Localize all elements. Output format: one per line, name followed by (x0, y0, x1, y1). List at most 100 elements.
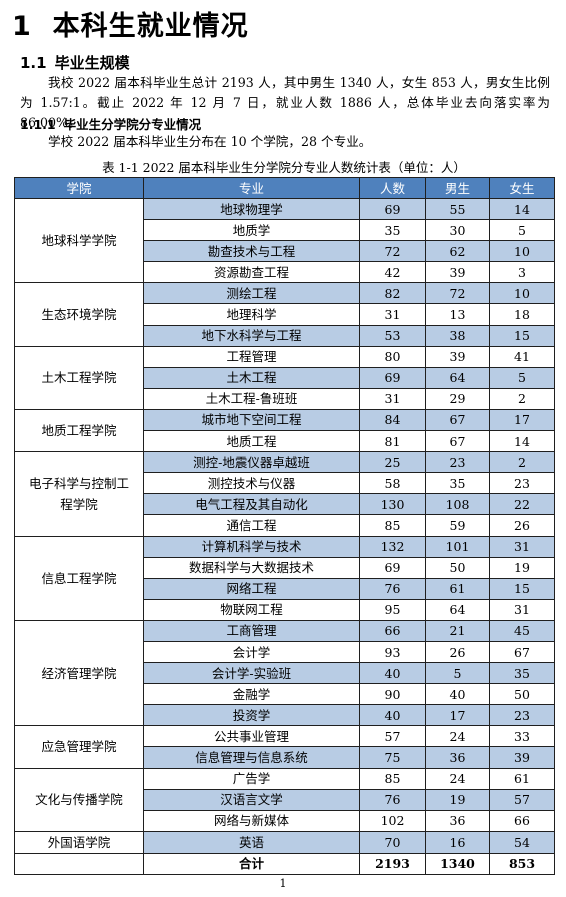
major-cell: 地质工程 (143, 430, 360, 453)
college-cell: 应急管理学院 (14, 725, 144, 769)
female-cell: 18 (489, 303, 555, 326)
male-cell: 24 (425, 767, 490, 790)
female-cell: 15 (489, 577, 555, 600)
table-row: 经济管理学院 工商管理 66 21 45 (14, 619, 555, 727)
female-cell: 33 (489, 725, 555, 748)
table-row: 通信工程 85 59 26 (15, 514, 555, 537)
female-cell: 14 (489, 430, 555, 453)
table-caption: 表 1-1 2022 届本科毕业生分学院分专业人数统计表（单位：人） (102, 160, 466, 175)
female-cell: 2 (489, 387, 555, 410)
female-cell: 57 (489, 788, 555, 811)
subsection-number: 1.1.1 (20, 117, 56, 132)
heading-number: 1 (12, 11, 32, 42)
college-name: 外国语学院 (47, 834, 111, 850)
total-cell: 84 (359, 408, 426, 432)
college-name: 信息工程学院 (41, 570, 117, 586)
table-row: 电气工程及其自动化 130 108 22 (15, 493, 555, 516)
college-cell: 外国语学院 (14, 830, 144, 854)
table-row: 地下水科学与工程 53 38 15 (15, 324, 555, 347)
table-row: 信息工程学院 计算机科学与技术 132 101 31 (14, 535, 555, 621)
college-name: 文化与传播学院 (35, 792, 123, 808)
male-cell: 36 (425, 746, 490, 769)
table-row: 土木工程-鲁班班 31 29 2 (15, 387, 555, 410)
male-cell: 21 (425, 619, 490, 642)
male-cell: 39 (425, 261, 490, 284)
table-row: 信息管理与信息系统 75 36 39 (15, 746, 555, 769)
female-cell: 50 (489, 683, 555, 706)
female-cell: 39 (489, 746, 555, 769)
college-cell: 电子科学与控制工程学院 (14, 451, 144, 537)
header-total: 人数 (359, 177, 426, 199)
table-row: 汉语言文学 76 19 57 (15, 788, 555, 811)
female-cell: 5 (489, 366, 555, 389)
college-name: 电子科学与控制工程学院 (28, 475, 129, 512)
female-cell: 19 (489, 556, 555, 579)
major-cell: 土木工程-鲁班班 (143, 387, 360, 410)
male-cell: 5 (425, 662, 490, 685)
total-cell: 25 (359, 451, 426, 474)
table-row: 物联网工程 95 64 31 (15, 598, 555, 621)
college-name: 经济管理学院 (41, 665, 117, 681)
total-cell: 93 (359, 640, 426, 664)
header-female: 女生 (489, 177, 555, 199)
male-cell: 64 (425, 598, 490, 621)
male-cell: 30 (425, 219, 490, 242)
male-cell: 39 (425, 345, 490, 368)
table-body: 地球科学学院 地球物理学 69 55 14 地质学 35 30 5 勘查技术与工程 72 62 10 资源… (14, 197, 555, 875)
female-cell: 5 (489, 219, 555, 242)
male-cell: 19 (425, 788, 490, 811)
male-cell: 13 (425, 303, 490, 326)
male-cell: 16 (425, 830, 490, 854)
college-name: 地球科学学院 (41, 233, 117, 249)
male-cell: 108 (425, 493, 490, 516)
table-row: 文化与传播学院 广告学 85 24 61 (14, 767, 555, 832)
major-cell: 土木工程 (143, 366, 360, 389)
table-row: 生态环境学院 测绘工程 82 72 10 (14, 282, 555, 347)
major-cell: 广告学 (143, 767, 360, 790)
header-college: 学院 (14, 177, 144, 199)
female-cell: 31 (489, 535, 555, 558)
total-cell: 85 (359, 767, 426, 790)
table-header-row: 学院 专业 人数 男生 女生 (14, 177, 555, 199)
male-cell: 35 (425, 472, 490, 495)
major-cell: 资源勘查工程 (143, 261, 360, 284)
male-cell: 61 (425, 577, 490, 600)
total-cell: 53 (359, 324, 426, 347)
total-blank-cell (14, 852, 144, 875)
total-cell: 69 (359, 556, 426, 579)
table-row: 应急管理学院 公共事业管理 57 24 33 (14, 725, 555, 769)
table-row: 地球科学学院 地球物理学 69 55 14 (14, 197, 555, 284)
female-cell: 22 (489, 493, 555, 516)
major-cell: 会计学-实验班 (143, 662, 360, 685)
table-row: 金融学 90 40 50 (15, 683, 555, 706)
total-cell: 130 (359, 493, 426, 516)
major-cell: 测绘工程 (143, 282, 360, 305)
major-cell: 会计学 (143, 640, 360, 664)
major-cell: 城市地下空间工程 (143, 408, 360, 432)
male-cell: 17 (425, 704, 490, 727)
female-cell: 23 (489, 472, 555, 495)
total-cell: 31 (359, 303, 426, 326)
female-cell: 61 (489, 767, 555, 790)
total-cell: 76 (359, 788, 426, 811)
male-cell: 40 (425, 683, 490, 706)
major-cell: 投资学 (143, 704, 360, 727)
college-cell: 文化与传播学院 (14, 767, 144, 832)
grand-male: 1340 (425, 852, 490, 875)
male-cell: 36 (425, 809, 490, 832)
distribution-paragraph: 学校 2022 届本科毕业生分布在 10 个学院，28 个专业。 (48, 134, 372, 149)
table-row: 地理科学 31 13 18 (15, 303, 555, 326)
female-cell: 10 (489, 240, 555, 263)
table-row: 网络工程 76 61 15 (15, 577, 555, 600)
subsection-title: 毕业生分学院分专业情况 (63, 117, 202, 132)
male-cell: 55 (425, 197, 490, 221)
table-row: 会计学 93 26 67 (15, 640, 555, 664)
subsection-heading: 1.1.1 毕业生分学院分专业情况 (20, 114, 201, 133)
total-cell: 69 (359, 197, 426, 221)
table-row: 土木工程学院 工程管理 80 39 41 (14, 345, 555, 410)
major-cell: 物联网工程 (143, 598, 360, 621)
major-cell: 地下水科学与工程 (143, 324, 360, 347)
major-cell: 计算机科学与技术 (143, 535, 360, 558)
total-cell: 66 (359, 619, 426, 642)
total-cell: 70 (359, 830, 426, 854)
